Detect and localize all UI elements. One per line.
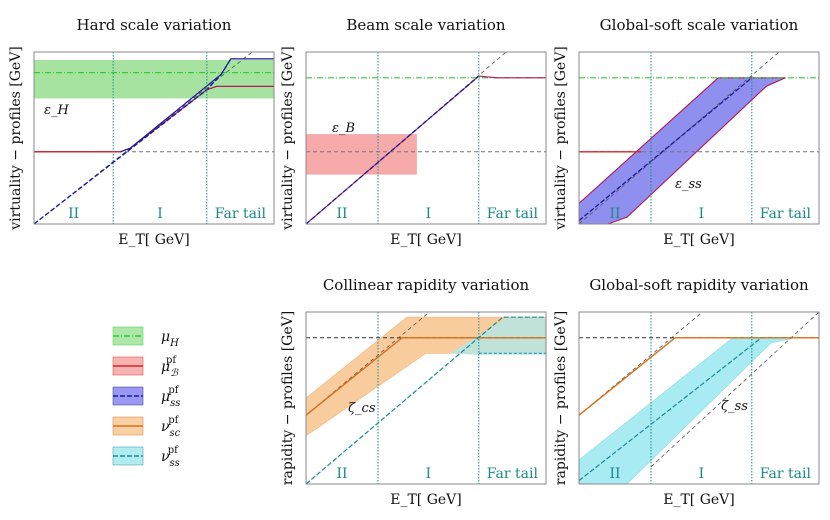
plot-area — [579, 52, 819, 224]
nu-ss-line — [306, 316, 546, 484]
legend-symbol: μ — [161, 389, 170, 405]
annotation-label: ε_ss — [675, 177, 702, 192]
y-axis-label: virtuality − profiles [GeV] — [8, 46, 24, 231]
panel-frame — [578, 311, 820, 485]
region-label-3: Far tail — [215, 206, 267, 222]
y-axis-label: virtuality − profiles [GeV] — [553, 46, 569, 231]
region-label-3: Far tail — [760, 206, 812, 222]
panel-frame — [33, 51, 275, 225]
region-label-3: Far tail — [487, 466, 539, 482]
annotation-label: ζ_cs — [348, 401, 376, 416]
panel-hard: Hard scale variation E_T[ GeV] virtuality … — [8, 16, 275, 248]
x-axis-label: E_T[ GeV] — [663, 232, 735, 248]
panel-title: Global-soft rapidity variation — [589, 276, 809, 294]
panel-title: Beam scale variation — [346, 16, 506, 34]
plot-area — [306, 312, 546, 484]
legend-item-mu_H: μH — [112, 326, 179, 349]
x-axis-label: E_T[ GeV] — [663, 492, 735, 508]
annotation-label: ε_H — [44, 103, 69, 118]
region-label-1: II — [609, 206, 620, 222]
mu-H-band — [34, 60, 274, 99]
annotation-label: ε_B — [332, 121, 355, 136]
legend-superscript: pf — [168, 415, 179, 426]
legend-subscript: ss — [170, 458, 180, 469]
legend-subscript: H — [169, 338, 179, 349]
y-axis-label: virtuality − profiles [GeV] — [280, 46, 296, 231]
y-axis-label: rapidity − profiles [GeV] — [553, 311, 569, 485]
panel-frame — [578, 51, 820, 225]
legend-symbol: ν — [161, 449, 170, 465]
diagonal-reference — [579, 52, 780, 224]
legend-symbol: μ — [161, 359, 170, 375]
panel-collinear: Collinear rapidity variation E_T[ GeV] rap… — [280, 276, 547, 508]
legend-subscript: ℬ — [170, 368, 179, 379]
panel-title: Hard scale variation — [77, 16, 232, 34]
plot-area — [34, 52, 274, 224]
panel-title: Global-soft scale variation — [600, 16, 799, 34]
region-label-2: I — [699, 206, 705, 222]
legend-superscript: pf — [168, 385, 179, 396]
mu-ss-line — [34, 58, 232, 224]
legend-subscript: sc — [170, 428, 181, 439]
plot-area — [306, 52, 546, 224]
mu-ss-line — [306, 75, 480, 224]
legend-subscript: ss — [170, 398, 180, 409]
legend-symbol: μ — [161, 329, 170, 345]
legend-item-nu_ss: νss pf — [112, 445, 180, 469]
panel-globalsoft: Global-soft scale variation E_T[ GeV] virt… — [553, 16, 820, 248]
legend-label: μH — [161, 329, 179, 349]
panel-title: Collinear rapidity variation — [323, 276, 530, 294]
region-label-1: II — [336, 466, 347, 482]
nu-ss-band-edge — [450, 317, 546, 355]
nu-ss-band — [579, 337, 796, 484]
plot-area — [579, 312, 819, 484]
legend-label: μss pf — [161, 385, 180, 409]
region-label-3: Far tail — [760, 466, 812, 482]
x-axis-label: E_T[ GeV] — [390, 492, 462, 508]
y-axis-label: rapidity − profiles [GeV] — [280, 311, 296, 485]
panel-beam: Beam scale variation E_T[ GeV] virtuality … — [280, 16, 547, 248]
region-label-2: I — [157, 206, 163, 222]
mu-ss-line — [579, 77, 753, 222]
legend-superscript: pf — [166, 355, 177, 366]
panel-frame — [305, 51, 547, 225]
legend-item-mu_ss: μss pf — [112, 385, 180, 409]
legend-item-mu_B: μℬpf — [112, 355, 179, 379]
annotation-label: ζ_ss — [721, 399, 748, 414]
panel-globalsoft_rap: Global-soft rapidity variation E_T[ GeV] r… — [553, 276, 820, 508]
legend-symbol: ν — [161, 419, 170, 435]
panel-frame — [305, 311, 547, 485]
region-label-1: II — [336, 206, 347, 222]
region-label-1: II — [609, 466, 620, 482]
x-axis-label: E_T[ GeV] — [390, 232, 462, 248]
region-label-2: I — [426, 206, 432, 222]
region-label-2: I — [699, 466, 705, 482]
legend-superscript: pf — [168, 445, 179, 456]
legend-label: νsc pf — [161, 415, 181, 439]
legend-label: μℬpf — [161, 355, 179, 379]
legend-label: νss pf — [161, 445, 180, 469]
mu-B-band — [306, 134, 417, 175]
mu-ss-band — [579, 77, 786, 224]
x-axis-label: E_T[ GeV] — [118, 232, 190, 248]
nu-sc-line — [306, 337, 546, 416]
nu-ss-line — [579, 337, 762, 482]
region-label-1: II — [68, 206, 79, 222]
region-label-3: Far tail — [487, 206, 539, 222]
legend-item-nu_sc: νsc pf — [112, 415, 181, 439]
nu-sc-line — [579, 337, 819, 416]
region-label-2: I — [426, 466, 432, 482]
